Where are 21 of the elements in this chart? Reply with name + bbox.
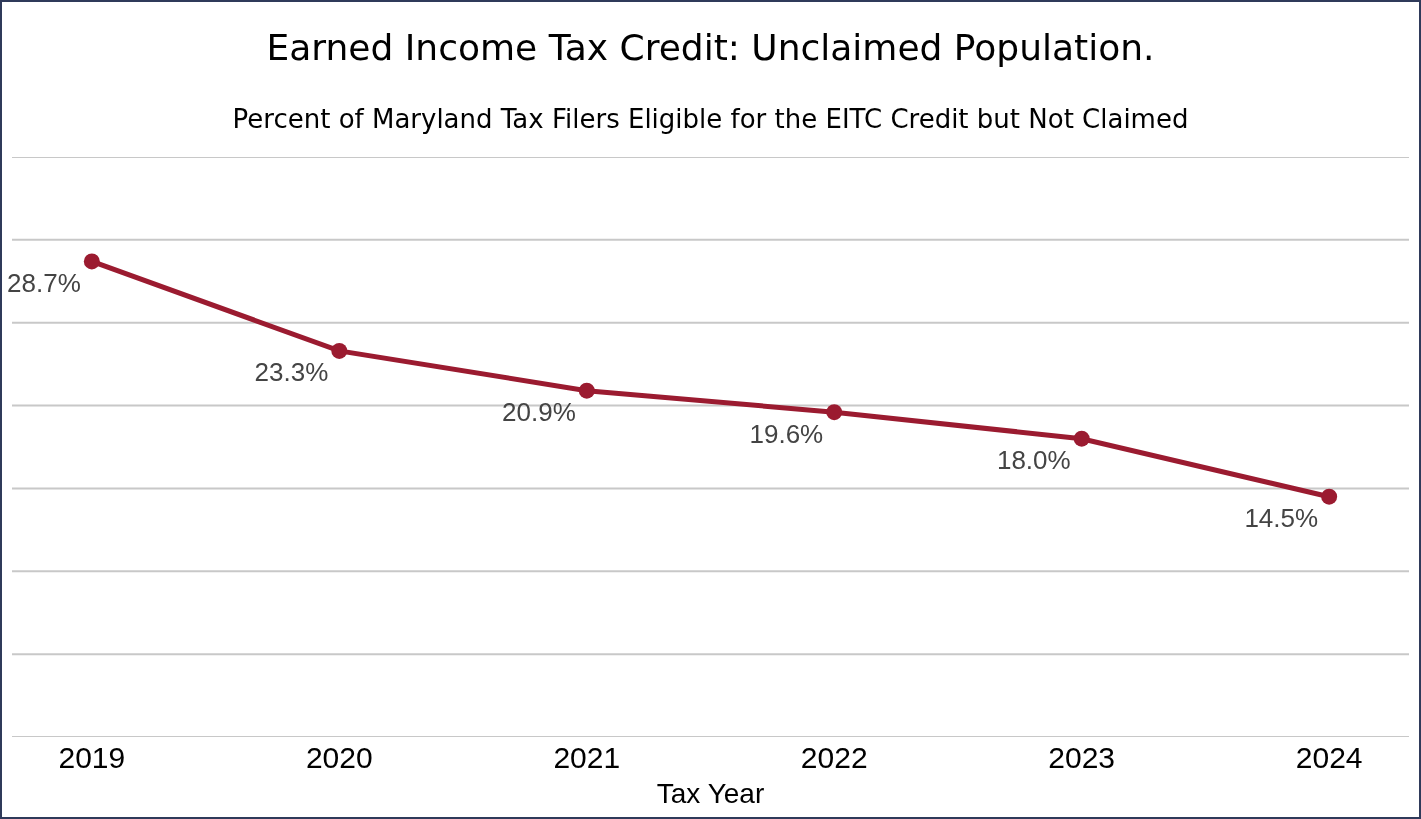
data-label: 28.7%: [7, 267, 81, 298]
x-tick-label: 2022: [800, 741, 868, 774]
data-label: 19.6%: [749, 418, 824, 449]
data-label: 20.9%: [502, 397, 576, 428]
x-axis-title: Tax Year: [656, 778, 765, 810]
data-label: 23.3%: [254, 357, 329, 388]
x-tick-label: 2023: [1048, 741, 1116, 774]
chart-title: Earned Income Tax Credit: Unclaimed Population.: [266, 26, 1155, 68]
point: [331, 342, 348, 359]
x-tick-label: 2024: [1295, 741, 1363, 774]
x-tick-label: 2019: [58, 741, 126, 774]
point: [1073, 430, 1090, 447]
x-tick-label: 2020: [305, 741, 373, 774]
point: [826, 404, 843, 421]
point: [1321, 488, 1338, 505]
data-label: 18.0%: [996, 445, 1071, 476]
x-tick-label: 2021: [553, 741, 621, 774]
chart-subtitle: Percent of Maryland Tax Filers Eligible for the EITC Credit but Not Claimed: [232, 103, 1189, 134]
point: [578, 382, 595, 399]
point: [83, 253, 100, 270]
data-label: 14.5%: [1244, 503, 1319, 534]
